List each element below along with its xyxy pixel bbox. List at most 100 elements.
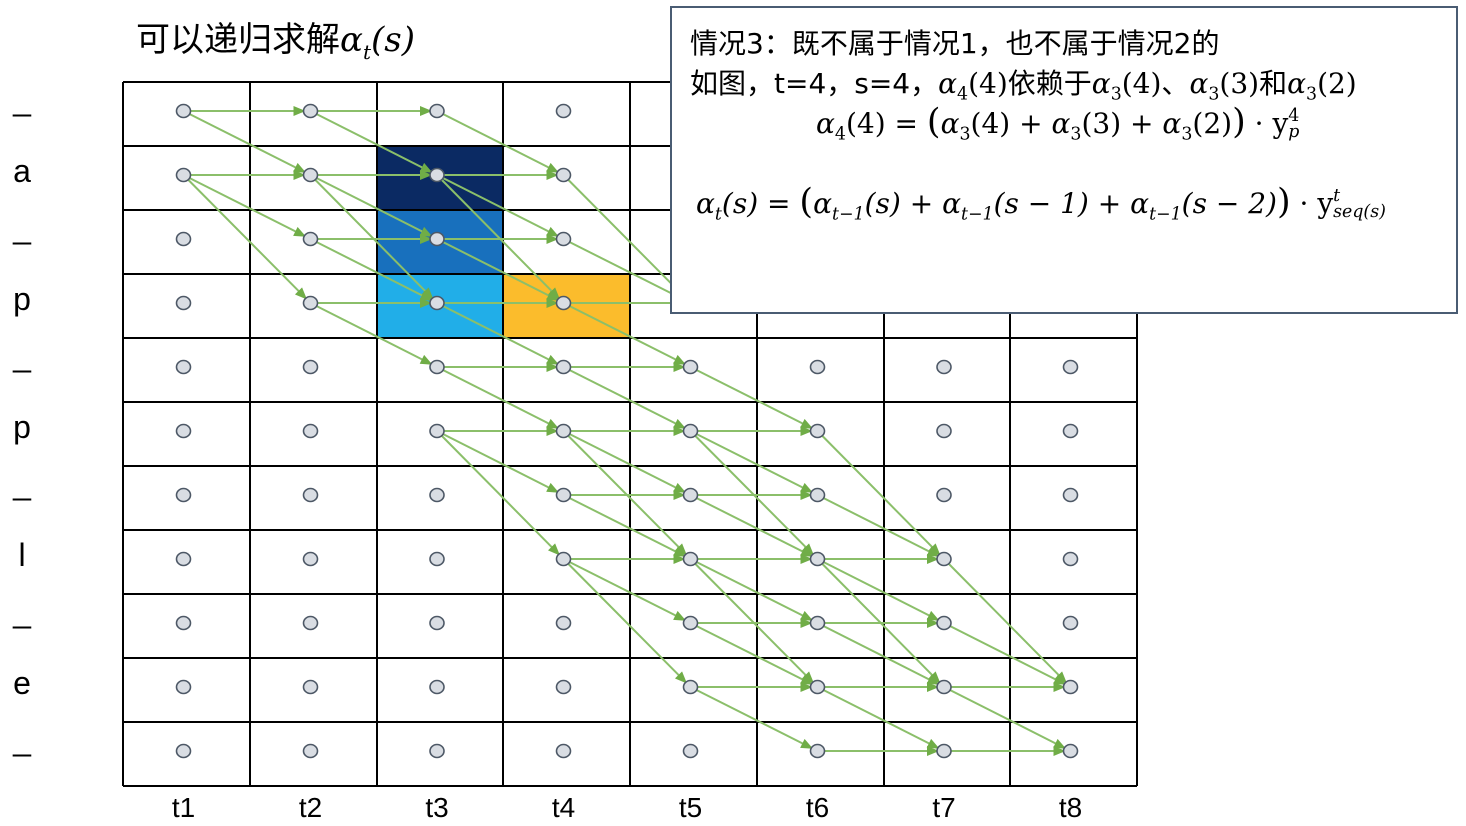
grid-node <box>302 743 319 759</box>
grid-node <box>555 743 572 759</box>
alpha-sub: 3 <box>1208 84 1220 105</box>
plus-sign: + <box>1130 107 1154 140</box>
alpha-sub: 3 <box>1110 84 1122 105</box>
grid-node <box>936 551 952 567</box>
col-label: t7 <box>932 792 956 823</box>
grid-node <box>1062 743 1079 759</box>
alpha-arg: (2) <box>1192 107 1233 140</box>
alpha-sub: 4 <box>834 124 846 145</box>
grid-node <box>302 231 319 247</box>
row-label: _ <box>13 81 31 117</box>
transition-arrow <box>436 430 558 553</box>
grid-node <box>302 103 319 119</box>
grid-node <box>1062 487 1079 503</box>
transition-arrow <box>690 686 811 747</box>
alpha-arg: (4) <box>845 107 886 140</box>
grid-node <box>175 359 192 375</box>
paren-close: ) <box>1232 102 1246 142</box>
grid-node <box>936 743 952 759</box>
alpha-arg: (s − 1) <box>993 187 1089 220</box>
grid-node <box>682 615 699 631</box>
info-case-heading: 情况3：既不属于情况1，也不属于情况2的 <box>690 27 1220 60</box>
grid-node <box>555 551 572 567</box>
transition-arrow <box>563 238 684 299</box>
grid-node <box>555 231 572 247</box>
alpha-symbol: α <box>813 187 832 220</box>
grid-node <box>302 551 319 567</box>
grid-node <box>175 423 192 439</box>
alpha-sub: 3 <box>1070 124 1082 145</box>
grid-node <box>809 487 826 503</box>
y-indices: t seq(s) <box>1333 186 1386 222</box>
grid-node <box>302 487 319 503</box>
grid-node <box>429 359 445 375</box>
grid-node <box>555 679 572 695</box>
equals-sign: = <box>894 107 919 140</box>
transition-arrow <box>309 174 432 297</box>
transition-arrow <box>817 558 937 619</box>
grid-node <box>1062 615 1079 631</box>
alpha-arg: (s − 2) <box>1181 187 1277 220</box>
transition-arrow <box>436 174 556 235</box>
row-label: _ <box>13 209 31 245</box>
transition-arrow <box>817 686 937 747</box>
alpha-sub: t−1 <box>1149 204 1182 225</box>
grid-node <box>302 423 319 439</box>
row-label: e <box>13 665 31 701</box>
col-label: t3 <box>425 792 449 823</box>
grid-node <box>429 231 445 247</box>
grid-node <box>936 679 952 695</box>
grid-node <box>682 551 699 567</box>
alpha-sub: 3 <box>1306 84 1318 105</box>
grid-node <box>682 359 699 375</box>
transition-arrow <box>690 430 811 491</box>
y-sup: t <box>1333 186 1341 207</box>
transition-arrow <box>816 558 939 681</box>
transition-arrow <box>690 558 811 619</box>
transition-arrow <box>562 174 685 297</box>
grid-node <box>1062 359 1079 375</box>
grid-node <box>555 615 572 631</box>
row-label: _ <box>13 593 31 629</box>
transition-arrow <box>943 686 1063 747</box>
col-label: t1 <box>171 792 196 823</box>
grid-node <box>936 487 952 503</box>
grid-node <box>809 359 826 375</box>
grid-node <box>555 167 572 183</box>
grid-node <box>429 103 445 119</box>
grid-node <box>555 103 572 119</box>
row-label: l <box>18 537 26 573</box>
grid-node <box>1062 423 1079 439</box>
grid-lines <box>122 81 1138 787</box>
transition-arrow <box>310 238 430 299</box>
alpha-arg: (3) <box>1081 107 1122 140</box>
y-sub: seq(s) <box>1333 202 1386 222</box>
grid-node <box>429 679 445 695</box>
alpha-symbol: α <box>1091 67 1111 100</box>
row-label: _ <box>13 465 31 501</box>
col-label: t5 <box>678 792 703 823</box>
plus-sign: + <box>1097 187 1122 220</box>
info-depends: 依赖于 <box>1007 67 1092 100</box>
grid-node <box>555 359 572 375</box>
row-label: _ <box>13 721 31 757</box>
alpha-symbol: α <box>1162 107 1182 140</box>
grid-node <box>302 167 319 183</box>
grid-node <box>302 295 319 311</box>
transition-arrow <box>436 302 556 363</box>
transition-arrow <box>183 110 304 171</box>
alpha-arg: (4) <box>968 67 1008 100</box>
grid-node <box>936 359 952 375</box>
grid-node <box>1062 551 1079 567</box>
grid-node <box>429 167 445 183</box>
transition-arrow <box>182 174 305 297</box>
transition-arrow <box>436 366 556 427</box>
col-label: t8 <box>1058 792 1083 823</box>
alpha-sub: t−1 <box>960 204 994 225</box>
paren-close: ) <box>1276 182 1291 222</box>
alpha-arg: (2) <box>1317 67 1357 100</box>
grid-node <box>682 423 699 439</box>
grid-node <box>809 679 826 695</box>
transition-arrow <box>563 494 684 555</box>
